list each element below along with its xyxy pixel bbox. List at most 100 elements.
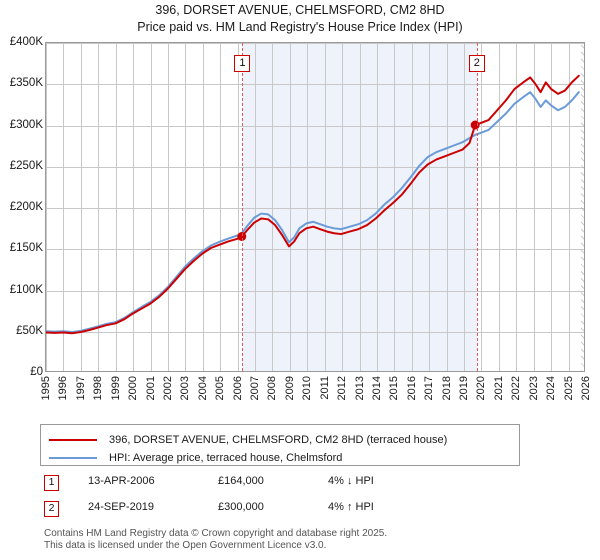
footer-line-1: Contains HM Land Registry data © Crown c…: [44, 528, 388, 539]
sales-table: 1 13-APR-2006 £164,000 4% ↓ HPI 2 24-SEP-2019…: [40, 472, 560, 524]
gridline-horizontal: [46, 167, 584, 168]
title-line-1: 396, DORSET AVENUE, CHELMSFORD, CM2 8HD: [155, 3, 445, 17]
x-axis-tick-label: 2000: [127, 376, 140, 401]
gridline-vertical: [534, 43, 535, 371]
gridline-vertical: [133, 43, 134, 371]
x-axis-tick-label: 2011: [318, 376, 331, 400]
sale-price: £300,000: [218, 501, 264, 513]
x-axis-tick-label: 2024: [545, 376, 558, 401]
sale-point-2[interactable]: [470, 120, 480, 130]
price-paid-line: [46, 74, 580, 335]
y-axis-tick-label: £400K: [9, 36, 43, 48]
x-axis-tick-label: 2017: [423, 376, 436, 401]
no-data-hatch-region: [580, 43, 584, 371]
x-axis-tick-label: 2020: [475, 376, 488, 401]
x-axis-tick-label: 2005: [214, 376, 227, 401]
series-canvas: [46, 74, 580, 335]
gridline-vertical: [255, 43, 256, 371]
gridline-vertical: [46, 43, 47, 371]
x-axis-tick-label: 2025: [562, 376, 575, 401]
page-title: 396, DORSET AVENUE, CHELMSFORD, CM2 8HD …: [0, 2, 600, 36]
x-axis-tick-label: 2009: [283, 376, 296, 401]
x-axis-tick-label: 2015: [388, 376, 401, 401]
x-axis-tick-label: 2007: [249, 376, 262, 401]
gridline-vertical: [185, 43, 186, 371]
table-row[interactable]: 2 24-SEP-2019 £300,000 4% ↑ HPI: [40, 498, 560, 524]
x-axis-tick-label: 2010: [301, 376, 314, 401]
footer-line-2: This data is licensed under the Open Gov…: [44, 540, 327, 551]
sale-index-badge[interactable]: 1: [44, 475, 59, 491]
footer-attribution: Contains HM Land Registry data © Crown c…: [44, 528, 584, 552]
x-axis-tick-label: 2003: [179, 376, 192, 401]
sale-period-band: [242, 43, 477, 371]
chart-area: £0 £50K £100K £150K £200K £250K £300K £350K £400…: [0, 36, 600, 400]
gridline-horizontal: [46, 332, 584, 333]
y-axis: £0 £50K £100K £150K £200K £250K £300K £350K £400…: [0, 36, 43, 378]
gridline-vertical: [307, 43, 308, 371]
gridline-vertical: [447, 43, 448, 371]
gridline-horizontal: [46, 249, 584, 250]
gridline-vertical: [429, 43, 430, 371]
gridline-vertical: [81, 43, 82, 371]
legend-swatch-icon: [49, 439, 97, 441]
sale-date: 24-SEP-2019: [88, 501, 155, 513]
gridline-vertical: [360, 43, 361, 371]
sale-hpi-delta: 4% ↑ HPI: [328, 501, 374, 513]
gridline-vertical: [325, 43, 326, 371]
x-axis-tick-label: 2013: [353, 376, 366, 401]
y-axis-tick-label: £300K: [9, 118, 43, 131]
x-axis-tick-label: 2004: [196, 376, 209, 401]
gridline-vertical: [290, 43, 291, 371]
x-axis-tick-label: 2016: [405, 376, 418, 401]
x-axis-tick-label: 2002: [161, 376, 174, 401]
sale-price: £164,000: [218, 475, 264, 487]
x-axis-tick-label: 2012: [336, 376, 349, 401]
gridline-vertical: [551, 43, 552, 371]
x-axis-tick-label: 1996: [57, 376, 70, 401]
y-axis-tick-label: £200K: [9, 201, 43, 213]
legend-item-label: 396, DORSET AVENUE, CHELMSFORD, CM2 8HD …: [109, 434, 448, 446]
x-axis-tick-label: 2023: [527, 376, 540, 401]
x-axis-tick-label: 1997: [74, 376, 87, 401]
table-row[interactable]: 1 13-APR-2006 £164,000 4% ↓ HPI: [40, 472, 560, 498]
legend-swatch-icon: [49, 457, 97, 459]
gridline-vertical: [412, 43, 413, 371]
x-axis-tick-label: 2014: [370, 376, 383, 401]
gridline-vertical: [238, 43, 239, 371]
x-axis-tick-label: 2021: [492, 376, 505, 401]
sale-date: 13-APR-2006: [88, 475, 155, 487]
gridline-horizontal: [46, 291, 584, 292]
x-axis-tick-label: 2008: [266, 376, 279, 401]
sale-marker-badge-2[interactable]: 2: [468, 55, 485, 72]
y-axis-tick-label: £100K: [9, 283, 43, 296]
x-axis-tick-label: 2006: [231, 376, 244, 401]
y-axis-tick-label: £250K: [9, 159, 43, 172]
gridline-vertical: [203, 43, 204, 371]
gridline-horizontal: [46, 126, 584, 127]
gridline-vertical: [481, 43, 482, 371]
gridline-vertical: [168, 43, 169, 371]
sale-hpi-delta: 4% ↓ HPI: [328, 475, 374, 487]
gridline-vertical: [569, 43, 570, 371]
x-axis: 1995 1996 1997 1998 1999 2000 2001 2002 2003 2004…: [40, 376, 592, 426]
x-axis-tick-label: 2026: [580, 376, 592, 401]
gridline-vertical: [98, 43, 99, 371]
y-axis-tick-label: £0: [30, 366, 43, 378]
title-line-2: Price paid vs. HM Land Registry's House …: [137, 20, 463, 34]
x-axis-tick-label: 1999: [109, 376, 122, 401]
sale-index-badge[interactable]: 2: [44, 501, 59, 517]
gridline-vertical: [394, 43, 395, 371]
hpi-average-line: [46, 91, 580, 334]
gridline-horizontal: [46, 43, 584, 44]
y-axis-tick-label: £150K: [9, 242, 43, 255]
gridline-vertical: [516, 43, 517, 371]
x-axis-tick-label: 2018: [440, 376, 453, 401]
sale-point-1[interactable]: [237, 232, 247, 241]
sale-marker-badge-1[interactable]: 1: [234, 55, 251, 72]
legend-item-label: HPI: Average price, terraced house, Chel…: [109, 452, 343, 464]
y-axis-tick-label: £50K: [16, 324, 43, 337]
gridline-vertical: [499, 43, 500, 371]
x-axis-tick-label: 1995: [40, 376, 52, 401]
